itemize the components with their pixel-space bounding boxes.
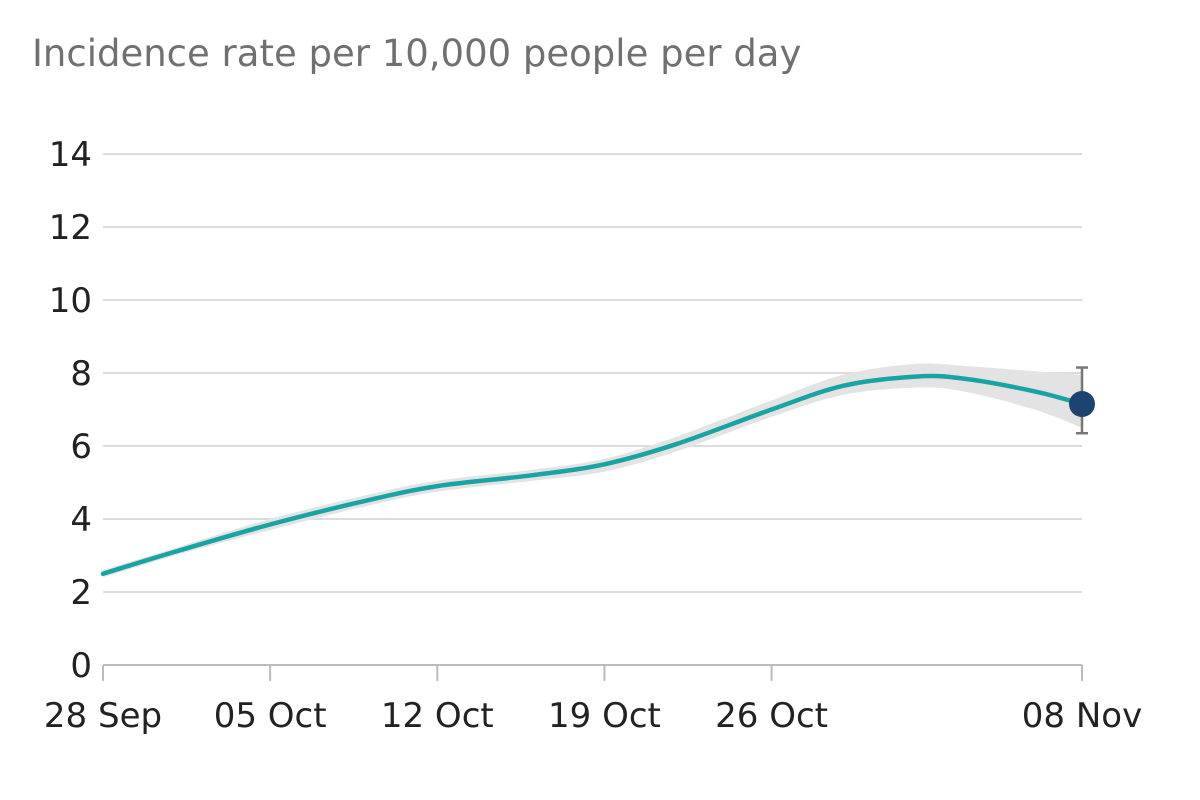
x-tick-label: 26 Oct [715, 696, 828, 736]
y-axis-ticks: 0 2 4 6 8 10 12 14 [49, 135, 92, 686]
gridlines [103, 153, 1082, 593]
chart-title: Incidence rate per 10,000 people per day [32, 32, 802, 75]
y-tick-label: 2 [70, 573, 92, 613]
x-tick-label: 28 Sep [44, 696, 162, 736]
y-tick-label: 8 [70, 354, 92, 394]
y-tick-label: 0 [70, 646, 92, 686]
series-lines [100, 373, 1085, 577]
confidence-band [103, 363, 1082, 578]
y-tick-label: 6 [70, 427, 92, 467]
x-axis-ticks: 28 Sep 05 Oct 12 Oct 19 Oct 26 Oct 08 Nov [44, 665, 1142, 736]
confidence-band-area [103, 363, 1082, 578]
x-tick-label: 08 Nov [1022, 696, 1142, 736]
x-tick-label: 05 Oct [214, 696, 327, 736]
y-tick-label: 10 [49, 281, 92, 321]
latest-point-marker[interactable] [1069, 391, 1095, 418]
y-tick-label: 4 [70, 500, 92, 540]
y-tick-label: 12 [49, 208, 92, 248]
x-tick-label: 19 Oct [548, 696, 661, 736]
x-tick-label: 12 Oct [381, 696, 494, 736]
series-line [100, 373, 1085, 577]
latest-estimate [1069, 366, 1095, 435]
y-tick-label: 14 [49, 135, 92, 175]
